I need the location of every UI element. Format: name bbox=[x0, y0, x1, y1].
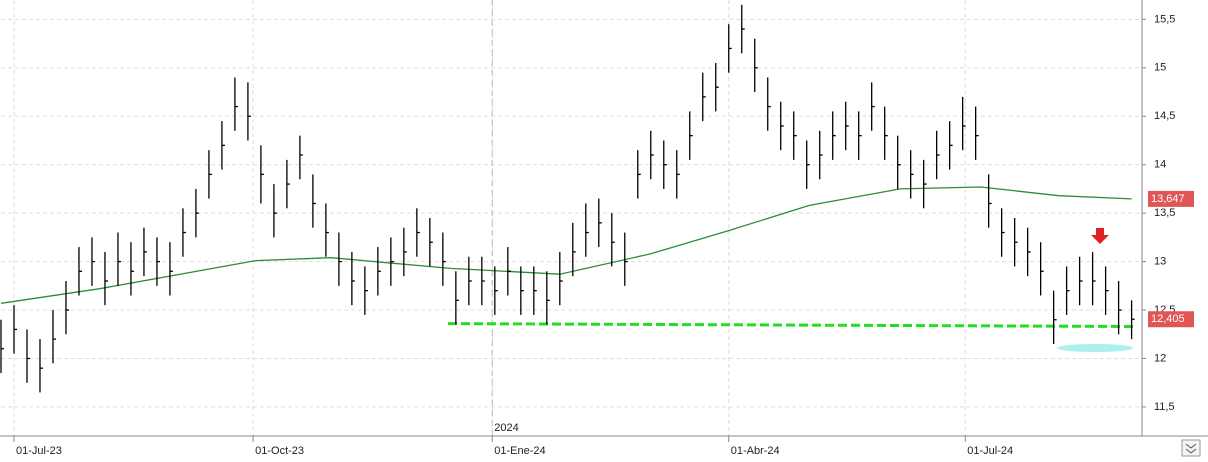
moving-average-line bbox=[0, 186, 1132, 304]
y-tick-label: 11,5 bbox=[1154, 401, 1175, 413]
scroll-icon bbox=[1185, 443, 1197, 454]
x-tick-label: 01-Jul-24 bbox=[967, 445, 1013, 457]
year-label: 2024 bbox=[494, 422, 518, 434]
x-tick-label: 01-Abr-24 bbox=[731, 445, 780, 457]
x-tick-label: 01-Jul-23 bbox=[16, 445, 62, 457]
last-price-box bbox=[1148, 311, 1194, 328]
y-tick-label: 15 bbox=[1154, 62, 1166, 74]
y-tick-label: 15,5 bbox=[1154, 13, 1175, 25]
x-tick-label: 01-Oct-23 bbox=[255, 445, 304, 457]
x-tick-label: 01-Ene-24 bbox=[494, 445, 545, 457]
y-tick-label: 13,5 bbox=[1154, 207, 1175, 219]
y-tick-label: 12 bbox=[1154, 352, 1166, 364]
grid bbox=[1, 0, 1142, 436]
y-tick-label: 14,5 bbox=[1154, 110, 1175, 122]
last-price-label: 12,405 bbox=[1151, 313, 1185, 325]
ma-price-box bbox=[1148, 190, 1194, 207]
down-arrow bbox=[1091, 228, 1109, 244]
ma-price-label: 13,647 bbox=[1151, 193, 1185, 205]
y-tick-label: 13 bbox=[1154, 256, 1166, 268]
support-line bbox=[447, 322, 1135, 328]
plot bbox=[0, 4, 1135, 393]
highlight-ellipse bbox=[1057, 344, 1133, 352]
y-tick-label: 14 bbox=[1154, 159, 1166, 171]
